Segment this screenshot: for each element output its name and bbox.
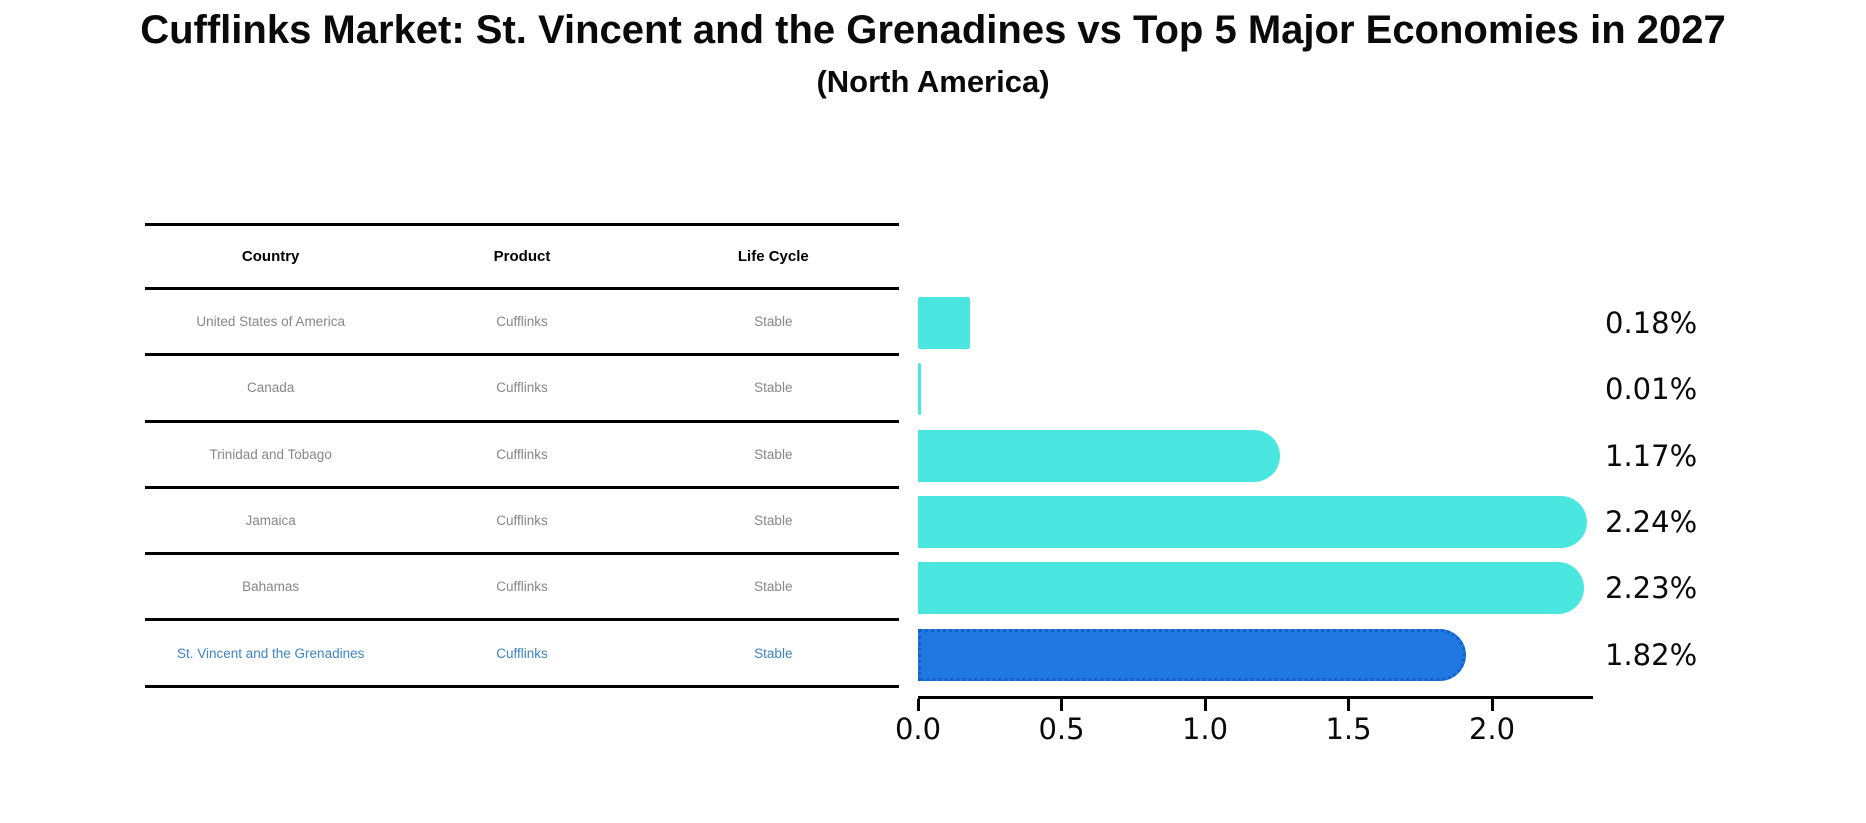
table-row: Bahamas Cufflinks Stable xyxy=(145,555,899,622)
bar-1 xyxy=(918,363,921,416)
bar-2 xyxy=(918,429,1280,482)
table-cell-product: Cufflinks xyxy=(496,645,548,661)
table-cell-country: United States of America xyxy=(196,314,345,330)
table-header-product: Product xyxy=(493,248,551,265)
bar-0 xyxy=(918,297,970,350)
table-row: Jamaica Cufflinks Stable xyxy=(145,489,899,556)
x-tick xyxy=(1347,699,1350,711)
value-label: 1.17% xyxy=(1605,438,1698,473)
table-row: Canada Cufflinks Stable xyxy=(145,356,899,423)
table-cell-country: Trinidad and Tobago xyxy=(209,446,332,462)
x-tick-label: 2.0 xyxy=(1468,712,1516,746)
table-cell-country: Canada xyxy=(247,380,295,396)
table-cell-product: Cufflinks xyxy=(496,579,548,595)
x-tick xyxy=(1060,699,1063,711)
table-body: United States of America Cufflinks Stable C… xyxy=(145,290,899,688)
x-tick-label: 1.5 xyxy=(1325,712,1372,746)
value-label: 0.18% xyxy=(1605,306,1698,341)
table-header-country: Country xyxy=(241,248,300,265)
x-axis-line xyxy=(918,696,1593,699)
table-cell-product: Cufflinks xyxy=(496,380,548,396)
table-cell-product: Cufflinks xyxy=(496,446,548,462)
table-cell-life-cycle: Stable xyxy=(754,314,793,330)
table-cell-product: Cufflinks xyxy=(496,513,548,529)
chart-subtitle: (North America) xyxy=(816,64,1050,99)
x-tick xyxy=(1490,699,1494,711)
value-label: 2.24% xyxy=(1605,505,1698,540)
value-label: 0.01% xyxy=(1605,372,1698,407)
chart-title: Cufflinks Market: St. Vincent and the Gr… xyxy=(140,8,1726,52)
table-cell-life-cycle: Stable xyxy=(754,380,793,396)
value-label: 2.23% xyxy=(1605,571,1698,606)
x-tick-label: 1.0 xyxy=(1181,712,1229,746)
x-tick-label: 0.5 xyxy=(1038,712,1085,746)
table-cell-life-cycle: Stable xyxy=(754,579,793,595)
table-cell-product: Cufflinks xyxy=(496,314,548,330)
table-header-life-cycle: Life Cycle xyxy=(737,248,809,265)
table-cell-country: Jamaica xyxy=(245,513,296,529)
table-row: St. Vincent and the Grenadines Cufflinks S… xyxy=(145,621,899,688)
country-table: Country Product Life Cycle United States… xyxy=(145,223,899,688)
bar-5 xyxy=(918,628,1467,681)
table-cell-country: St. Vincent and the Grenadines xyxy=(176,645,365,661)
x-tick xyxy=(916,699,920,711)
table-row: Trinidad and Tobago Cufflinks Stable xyxy=(145,423,899,489)
bar-3 xyxy=(918,496,1587,549)
x-tick xyxy=(1203,699,1207,711)
value-label: 1.82% xyxy=(1605,637,1698,672)
table-cell-life-cycle: Stable xyxy=(754,645,793,661)
table-cell-life-cycle: Stable xyxy=(754,446,793,462)
table-row: United States of America Cufflinks Stable xyxy=(145,290,899,357)
table-cell-life-cycle: Stable xyxy=(754,513,793,529)
table-cell-country: Bahamas xyxy=(242,579,300,595)
bar-4 xyxy=(918,562,1584,615)
x-tick-label: 0.0 xyxy=(894,712,942,746)
table-header-row: Country Product Life Cycle xyxy=(145,226,899,290)
